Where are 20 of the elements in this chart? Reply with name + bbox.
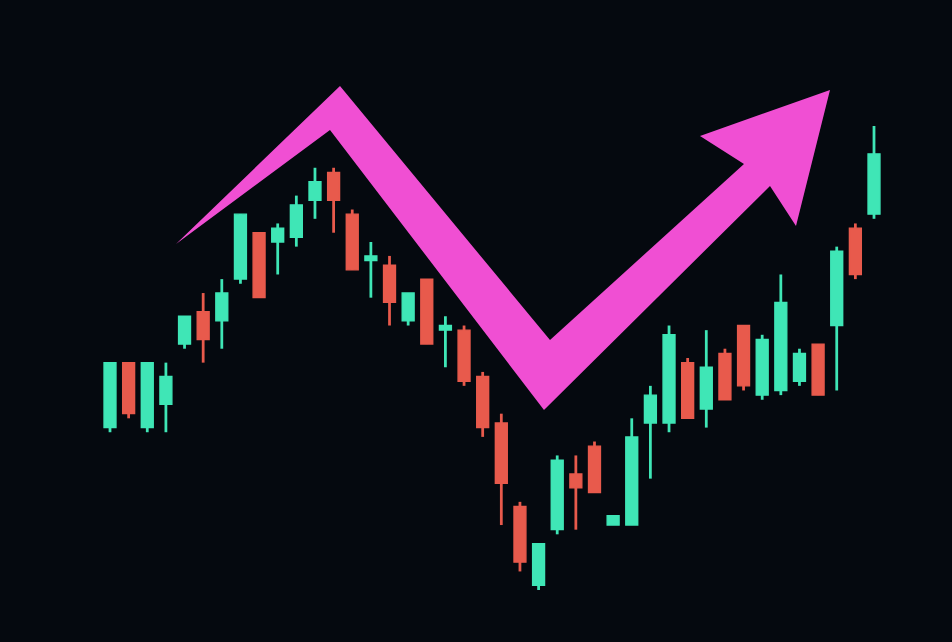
candlestick: [569, 454, 583, 532]
candlestick: [401, 291, 415, 327]
candlestick: [159, 361, 173, 434]
candlestick: [792, 347, 807, 388]
candlestick: [308, 166, 322, 221]
candlestick: [177, 314, 192, 351]
candlestick: [643, 384, 658, 481]
candlestick: [531, 542, 546, 592]
candlestick: [848, 222, 863, 281]
candlestick: [587, 440, 602, 494]
candlestick: [718, 347, 732, 402]
candlestick: [196, 291, 210, 365]
candlestick: [382, 254, 397, 327]
candlestick: [289, 194, 303, 249]
candlestick: [364, 240, 378, 300]
candlestick: [326, 166, 341, 235]
candlestick: [438, 314, 453, 369]
candlestick: [271, 222, 285, 276]
candlestick: [215, 277, 229, 351]
candlestick: [699, 328, 713, 429]
